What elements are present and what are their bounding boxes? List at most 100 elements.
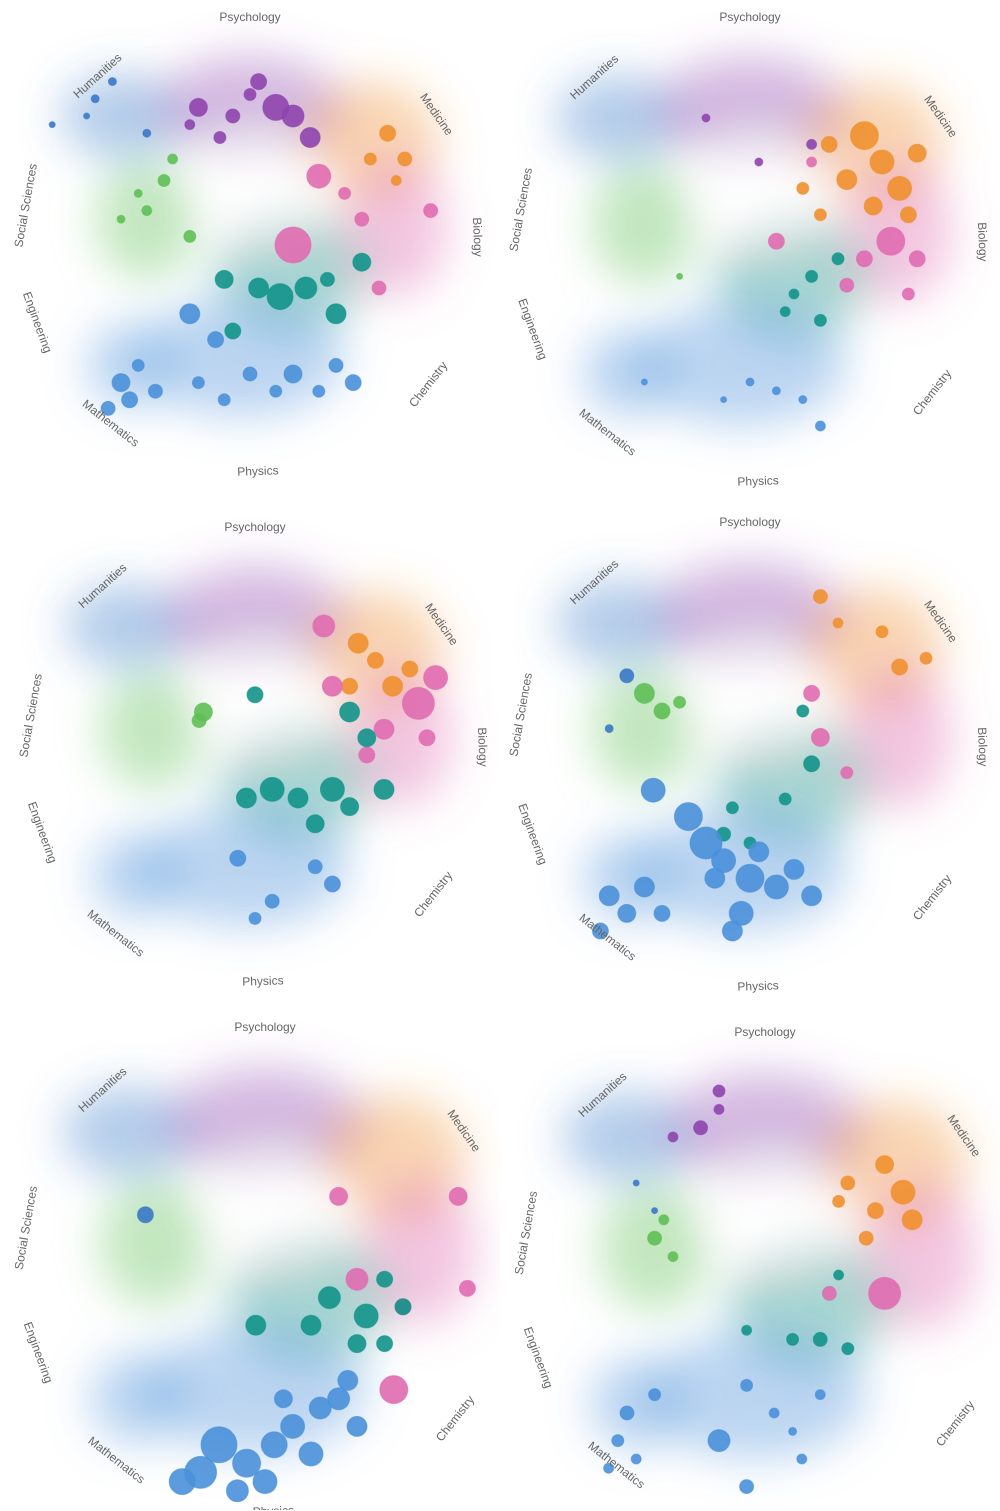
point-physics xyxy=(673,802,703,832)
point-physics xyxy=(337,1369,359,1391)
cloud-blob-psychology xyxy=(663,1072,867,1183)
point-physics xyxy=(801,885,823,907)
point-medicine xyxy=(907,143,927,163)
data-points xyxy=(640,113,927,432)
point-mathematics xyxy=(611,1434,625,1448)
point-chemistry xyxy=(352,252,372,272)
point-mathematics xyxy=(633,876,655,898)
point-mathematics xyxy=(100,400,116,416)
cloud-blob-engineering xyxy=(591,162,698,286)
point-psychology xyxy=(713,1103,725,1115)
point-chemistry xyxy=(357,728,377,748)
point-physics xyxy=(771,386,781,396)
point-physics xyxy=(327,1387,351,1411)
point-chemistry xyxy=(812,1331,828,1347)
point-medicine xyxy=(812,589,828,605)
point-physics xyxy=(207,331,225,349)
point-medicine xyxy=(863,196,883,216)
data-points xyxy=(48,73,439,416)
point-chemistry xyxy=(796,704,810,718)
label-engineering: Engineering xyxy=(25,800,60,865)
point-medicine xyxy=(919,651,933,665)
chart-panel-2: Psychology Medicine Biology Chemistry Physic… xyxy=(500,0,1000,500)
label-biology: Biology xyxy=(975,222,990,262)
scatter-plot-1: PsychologyMedicineBiologyChemistryPhysic… xyxy=(11,10,485,479)
point-biology xyxy=(423,203,439,219)
point-biology xyxy=(373,718,395,740)
point-medicine xyxy=(363,152,377,166)
label-physics: Physics xyxy=(237,463,279,478)
label-psychology: Psychology xyxy=(719,515,780,529)
cloud-centre xyxy=(706,144,812,233)
point-chemistry xyxy=(245,1314,267,1336)
cloud-blob-psychology xyxy=(155,55,345,159)
point-medicine xyxy=(820,135,838,153)
scatter-plot-2: PsychologyMedicineBiologyChemistryPhysic… xyxy=(506,10,990,489)
point-physics xyxy=(229,849,247,867)
label-psychology: Psychology xyxy=(234,1020,295,1034)
point-biology xyxy=(855,250,873,268)
point-chemistry xyxy=(300,1314,322,1336)
point-engineering xyxy=(157,174,171,187)
label-psychology: Psychology xyxy=(224,520,285,534)
point-biology xyxy=(458,1279,476,1297)
point-physics xyxy=(252,1469,278,1495)
point-chemistry xyxy=(841,1342,855,1356)
cloud-centre xyxy=(207,141,311,228)
point-medicine xyxy=(366,651,384,669)
point-psychology xyxy=(712,1084,726,1098)
point-mathematics xyxy=(121,391,139,409)
point-physics xyxy=(798,395,808,405)
point-physics xyxy=(200,1426,238,1464)
point-engineering xyxy=(633,682,655,704)
point-physics xyxy=(783,858,805,880)
point-physics xyxy=(191,376,205,390)
point-physics xyxy=(704,867,726,889)
cloud-centre xyxy=(212,651,316,738)
point-biology xyxy=(371,280,387,296)
label-physics: Physics xyxy=(242,973,284,988)
point-psychology xyxy=(225,108,241,124)
density-cloud xyxy=(60,55,448,417)
label-chemistry: Chemistry xyxy=(411,869,455,920)
cloud-blob-engineering xyxy=(591,667,698,791)
data-points xyxy=(603,1084,923,1495)
point-physics xyxy=(283,364,303,384)
label-chemistry: Chemistry xyxy=(910,872,954,923)
cloud-centre xyxy=(219,1159,330,1252)
point-mathematics xyxy=(131,358,145,372)
label-engineering: Engineering xyxy=(521,1325,556,1390)
point-chemistry xyxy=(394,1298,412,1316)
cloud-blob-humanities xyxy=(65,583,187,669)
point-biology xyxy=(418,729,436,747)
cloud-blob-physics xyxy=(635,302,847,426)
point-chemistry xyxy=(287,787,309,809)
label-psychology: Psychology xyxy=(734,1025,795,1039)
density-cloud xyxy=(65,565,453,927)
point-chemistry xyxy=(779,306,791,318)
label-physics: Physics xyxy=(737,978,779,993)
point-medicine xyxy=(813,208,827,222)
point-chemistry xyxy=(340,797,360,817)
point-biology xyxy=(354,211,370,227)
label-social-sciences: Social Sciences xyxy=(506,672,534,758)
point-engineering xyxy=(676,272,684,280)
chart-panel-5: PsychologyMedicineBiologyChemistryPhysic… xyxy=(0,1010,500,1510)
point-physics xyxy=(307,859,323,875)
point-psychology xyxy=(667,1131,679,1143)
point-mathematics xyxy=(630,1453,642,1465)
point-physics xyxy=(720,396,728,404)
cloud-blob-mathematics xyxy=(582,329,671,418)
point-biology xyxy=(908,250,926,268)
chart-panel-3: Psychology Medicine Biology Chemistry Physic… xyxy=(0,505,500,1005)
point-medicine xyxy=(890,1179,916,1205)
point-chemistry xyxy=(224,322,242,340)
point-physics xyxy=(346,1415,368,1437)
point-chemistry xyxy=(319,271,335,287)
point-physics xyxy=(796,1453,808,1465)
label-social-sciences: Social Sciences xyxy=(16,673,44,759)
label-biology: Biology xyxy=(470,217,485,257)
point-humanities xyxy=(48,121,56,129)
scatter-plot-6: PsychologyMedicineBiologyChemistryPhysic… xyxy=(512,1025,1000,1510)
point-mathematics xyxy=(648,1388,662,1402)
